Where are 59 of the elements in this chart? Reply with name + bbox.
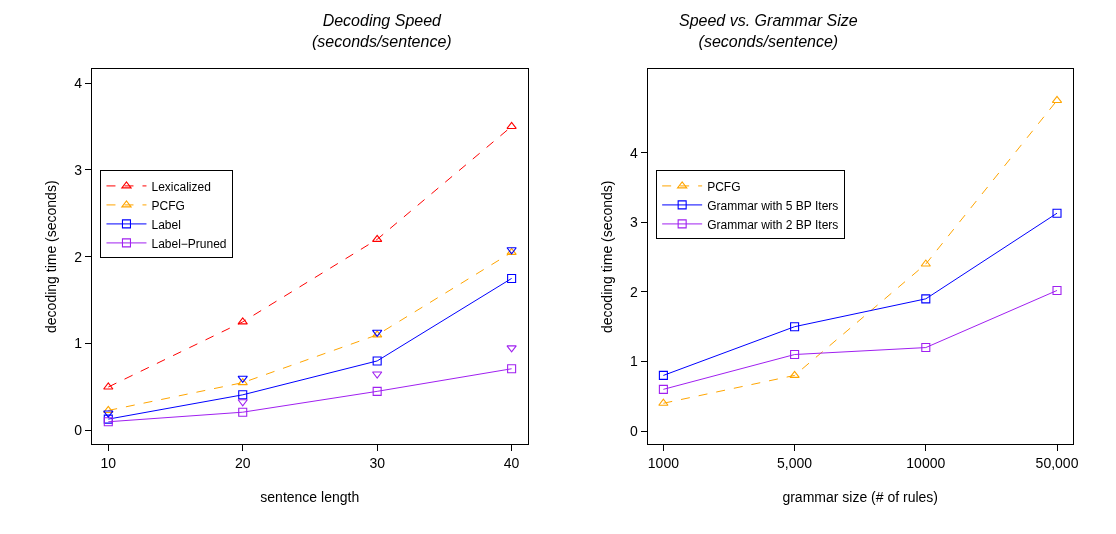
y-tick-label: 0: [74, 422, 83, 439]
point: [790, 322, 800, 332]
y-tick-label: 1: [74, 335, 83, 352]
point: [372, 386, 382, 396]
y-tick-label: 2: [630, 283, 639, 300]
y-tick-label: 4: [74, 74, 83, 91]
y-tick-label: 3: [630, 214, 639, 231]
point: [1052, 208, 1062, 218]
chart-subtitle: (seconds/sentence): [312, 32, 452, 50]
y-axis-title: decoding time (seconds): [42, 180, 59, 333]
point: [238, 390, 248, 400]
x-tick-label: 20: [234, 455, 251, 472]
point: [103, 405, 114, 414]
chart-title: Speed vs. Grammar Size: [679, 12, 858, 29]
legend-label: Label: [151, 217, 181, 232]
legend-label: Lexicalized: [151, 179, 211, 194]
point: [238, 407, 248, 417]
y-tick-label: 0: [630, 423, 639, 439]
point: [372, 356, 382, 366]
x-tick-label: 1000: [647, 455, 680, 472]
point: [507, 273, 517, 283]
x-tick-label: 40: [503, 455, 520, 472]
point: [921, 294, 931, 304]
x-tick-label: 10: [100, 455, 117, 472]
y-axis-title: decoding time (seconds): [598, 180, 615, 333]
y-tick-label: 4: [630, 144, 639, 161]
y-tick-label: 2: [74, 248, 83, 265]
legend-label: PCFG: [707, 179, 741, 194]
point: [506, 345, 517, 353]
point: [372, 234, 383, 242]
point: [506, 121, 517, 129]
point: [658, 370, 668, 380]
point: [1052, 285, 1062, 296]
legend-label: Grammar with 2 BP Iters: [707, 217, 839, 232]
point: [237, 317, 248, 325]
x-axis-title: sentence length: [260, 489, 360, 506]
point: [103, 382, 114, 390]
point: [790, 349, 800, 360]
x-axis-title: grammar size (# of rules): [782, 489, 938, 506]
legend-label: PCFG: [151, 198, 185, 213]
x-tick-label: 10000: [906, 455, 946, 472]
point: [658, 398, 669, 406]
point: [789, 370, 800, 378]
y-tick-label: 1: [630, 353, 639, 370]
point: [103, 410, 114, 418]
point: [658, 384, 668, 394]
point: [920, 259, 931, 267]
legend-label: Label−Pruned: [151, 236, 227, 251]
x-tick-label: 30: [369, 455, 386, 472]
chart-subtitle: (seconds/sentence): [698, 32, 839, 50]
y-tick-label: 3: [74, 161, 83, 178]
point: [921, 343, 931, 353]
x-tick-label: 5,000: [777, 455, 813, 472]
x-tick-label: 50,000: [1035, 455, 1079, 472]
point: [507, 364, 517, 374]
chart-title: Decoding Speed: [322, 12, 443, 29]
legend-label: Grammar with 5 BP Iters: [707, 198, 839, 213]
point: [372, 371, 383, 379]
point: [237, 399, 248, 407]
